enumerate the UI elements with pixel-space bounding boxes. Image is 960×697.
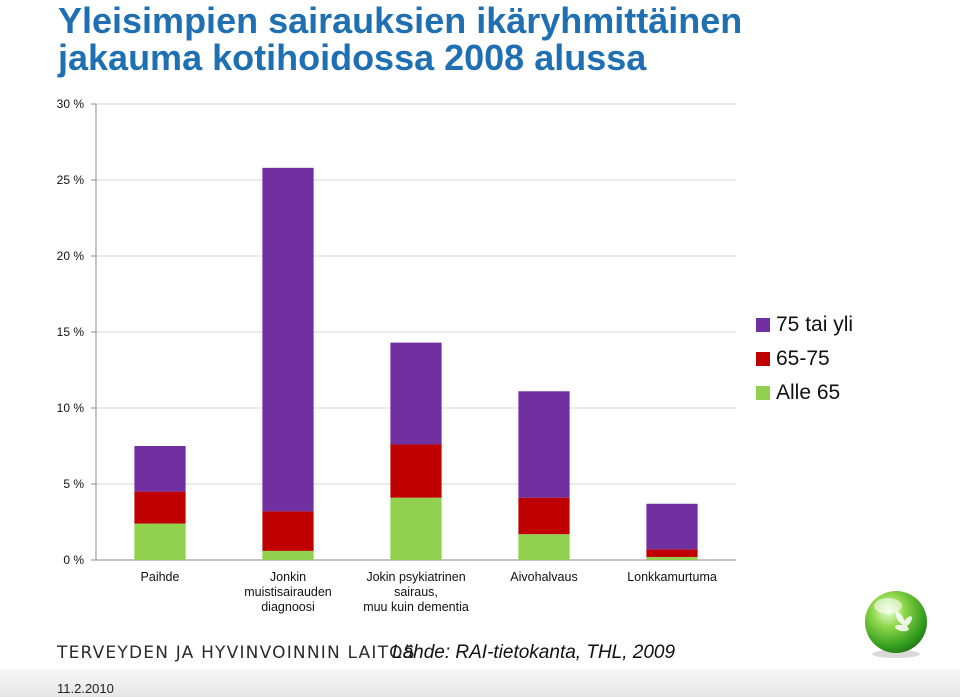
y-tick-label: 0 % (63, 553, 84, 567)
legend-item: 65-75 (756, 342, 853, 376)
footer-date: 11.2.2010 (57, 681, 114, 696)
legend-swatch (756, 352, 770, 366)
bar-segment (646, 503, 698, 550)
slide-title-line-1: Yleisimpien sairauksien ikäryhmittäinen (58, 0, 743, 41)
y-tick-label: 5 % (63, 477, 84, 491)
bar-segment (646, 549, 698, 557)
x-category-label: diagnoosi (261, 600, 315, 614)
bar-segment (134, 523, 186, 560)
slide-title-line-2: jakauma kotihoidossa 2008 alussa (58, 37, 647, 78)
organization-name: TERVEYDEN JA HYVINVOINNIN LAITOS (57, 643, 416, 663)
bar-segment (134, 446, 186, 492)
legend-label: 75 tai yli (776, 313, 854, 336)
bar-segment (390, 497, 442, 560)
legend-swatch (756, 386, 770, 400)
slide-title: Yleisimpien sairauksien ikäryhmittäinen … (58, 2, 938, 76)
legend-item: Alle 65 (756, 376, 853, 410)
bar-segment (518, 497, 570, 535)
y-tick-label: 20 % (57, 249, 85, 263)
x-category-label: Jonkin (270, 570, 306, 584)
x-category-label: muu kuin dementia (363, 600, 469, 614)
bar-segment (134, 491, 186, 524)
x-category-label: muistisairauden (244, 585, 332, 599)
bar-segment (262, 167, 314, 512)
bar-segment (518, 534, 570, 560)
bar-segment (262, 550, 314, 560)
y-tick-label: 25 % (57, 173, 85, 187)
footer-bar (0, 669, 960, 697)
y-tick-label: 15 % (57, 325, 85, 339)
thl-logo-icon (865, 591, 927, 658)
bar-segment (646, 556, 698, 560)
bar-segment (262, 511, 314, 551)
x-category-label: Paihde (141, 570, 180, 584)
bar-segment (390, 342, 442, 445)
legend-label: Alle 65 (776, 381, 841, 404)
source-note: Lähde: RAI-tietokanta, THL, 2009 (392, 642, 676, 663)
bar-segment (518, 391, 570, 498)
x-category-label: Jokin psykiatrinen (366, 570, 465, 584)
legend-label: 65-75 (776, 347, 830, 370)
x-category-label: sairaus, (394, 585, 438, 599)
y-tick-label: 30 % (57, 97, 85, 111)
x-category-label: Aivohalvaus (510, 570, 577, 584)
stacked-bar-chart: 0 %5 %10 %15 %20 %25 %30 %Paihde Jonkinmu… (57, 97, 736, 614)
y-tick-label: 10 % (57, 401, 85, 415)
legend-swatch (756, 318, 770, 332)
chart-legend: 75 tai yli 65-75 Alle 65 (756, 308, 853, 410)
x-category-label: Lonkkamurtuma (627, 570, 717, 584)
legend-item: 75 tai yli (756, 308, 853, 342)
bar-segment (390, 444, 442, 498)
